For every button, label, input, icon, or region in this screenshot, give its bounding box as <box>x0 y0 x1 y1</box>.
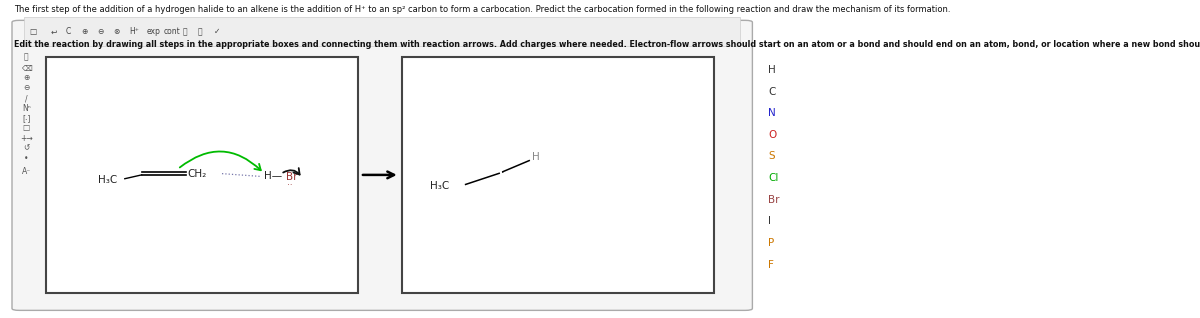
Text: •: • <box>24 154 29 163</box>
Text: ⊗: ⊗ <box>113 27 119 36</box>
Text: ‥: ‥ <box>287 178 293 187</box>
Text: cont: cont <box>163 27 180 36</box>
Text: P: P <box>768 238 774 248</box>
Text: ⌫: ⌫ <box>22 64 31 73</box>
Text: ❓: ❓ <box>198 27 203 36</box>
Text: The first step of the addition of a hydrogen halide to an alkene is the addition: The first step of the addition of a hydr… <box>14 5 950 14</box>
Text: ⊖: ⊖ <box>23 83 30 92</box>
Text: /: / <box>25 94 28 103</box>
Text: ⬜: ⬜ <box>24 53 29 62</box>
FancyArrowPatch shape <box>180 151 260 170</box>
Text: [⋅]: [⋅] <box>23 114 30 123</box>
Text: Edit the reaction by drawing all steps in the appropriate boxes and connecting t: Edit the reaction by drawing all steps i… <box>14 40 1200 49</box>
Text: H—: H— <box>264 171 282 182</box>
Bar <box>46 57 358 293</box>
Text: O: O <box>768 130 776 140</box>
Text: S: S <box>768 151 775 162</box>
Bar <box>24 17 740 46</box>
Text: ↺: ↺ <box>23 143 30 152</box>
Text: H: H <box>532 152 539 162</box>
Text: H₃C: H₃C <box>98 175 118 185</box>
Text: C: C <box>66 27 71 36</box>
Text: ⓘ: ⓘ <box>182 27 187 36</box>
Text: A⁻: A⁻ <box>22 167 31 176</box>
Text: ⊕: ⊕ <box>23 73 30 82</box>
Text: +→: +→ <box>20 134 32 143</box>
Text: I: I <box>768 216 772 226</box>
Text: N: N <box>768 108 775 118</box>
Text: F: F <box>768 259 774 270</box>
Text: Nⁿ: Nⁿ <box>22 104 31 113</box>
Text: C: C <box>768 86 775 97</box>
Text: exp: exp <box>146 27 161 36</box>
Text: Br: Br <box>768 195 780 205</box>
Bar <box>402 57 714 293</box>
Text: ↩: ↩ <box>50 27 56 36</box>
Text: H₃C: H₃C <box>430 181 449 191</box>
Text: H: H <box>768 65 775 75</box>
Text: ✓: ✓ <box>214 27 220 36</box>
Text: □: □ <box>29 27 36 36</box>
Text: □: □ <box>23 123 30 132</box>
Text: ⊕: ⊕ <box>82 27 88 36</box>
Text: ⊖: ⊖ <box>97 27 103 36</box>
FancyArrowPatch shape <box>283 168 300 175</box>
Text: H⁺: H⁺ <box>130 27 139 36</box>
Text: •: • <box>500 170 504 175</box>
Text: Cl: Cl <box>768 173 779 183</box>
Text: CH₂: CH₂ <box>187 169 206 179</box>
Text: Br: Br <box>286 172 298 182</box>
FancyBboxPatch shape <box>12 20 752 310</box>
